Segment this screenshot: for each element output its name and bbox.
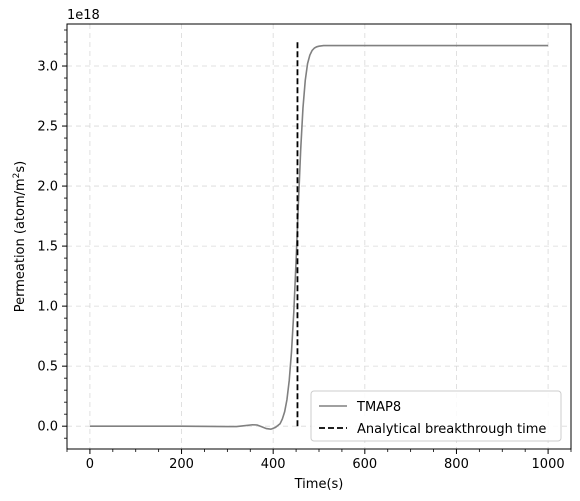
x-axis-label: Time(s) — [294, 477, 344, 492]
x-axis: 0 200 400 600 800 1000 — [66, 449, 572, 472]
grid-layer — [67, 24, 571, 449]
y-axis-label: Permeation (atom/m2s) — [12, 161, 28, 313]
y-tick-label: 0.0 — [37, 420, 58, 435]
x-tick-label: 400 — [261, 457, 286, 472]
legend-box — [310, 390, 562, 442]
y-tick-label: 1.0 — [37, 300, 58, 315]
series-line-0 — [89, 44, 549, 431]
x-tick-label: 0 — [86, 457, 94, 472]
y-tick-label: 2.0 — [37, 180, 58, 195]
legend-label: TMAP8 — [356, 400, 401, 415]
legend: TMAP8 Analytical breakthrough time — [310, 390, 562, 442]
y-axis-label-after: s) — [13, 161, 28, 173]
y-tick-label: 2.5 — [37, 120, 58, 135]
y-tick-label: 0.5 — [37, 360, 58, 375]
y-axis: 0.0 0.5 1.0 1.5 2.0 2.5 3.0 — [37, 29, 67, 439]
x-tick-label: 200 — [169, 457, 194, 472]
y-tick-label: 1.5 — [37, 240, 58, 255]
y-axis-label-sup: 2 — [12, 173, 22, 179]
legend-label: Analytical breakthrough time — [357, 422, 546, 437]
x-tick-label: 800 — [444, 457, 469, 472]
y-offset-text: 1e18 — [67, 8, 100, 23]
y-tick-label: 3.0 — [37, 60, 58, 75]
x-tick-label: 600 — [352, 457, 377, 472]
y-axis-label-before: Permeation (atom/m — [13, 178, 28, 312]
plot-frame — [66, 23, 572, 450]
series-layer — [89, 40, 549, 431]
x-tick-label: 1000 — [532, 457, 565, 472]
